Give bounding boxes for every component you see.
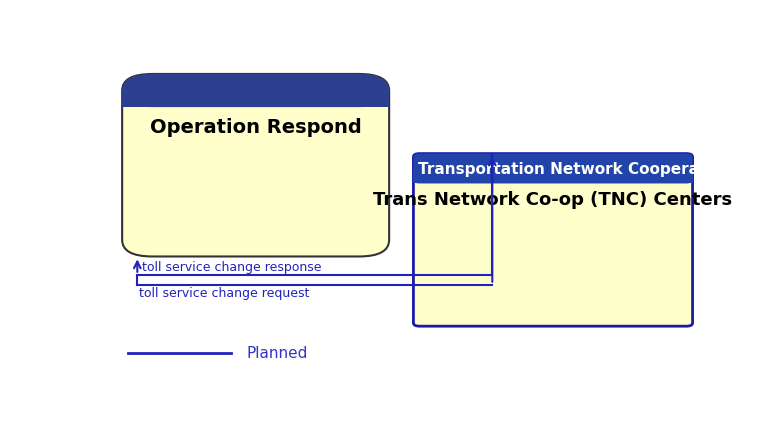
Bar <box>413 168 693 184</box>
Text: Trans Network Co-op (TNC) Centers: Trans Network Co-op (TNC) Centers <box>373 190 733 209</box>
FancyBboxPatch shape <box>122 75 389 257</box>
FancyBboxPatch shape <box>122 75 389 108</box>
Text: Planned: Planned <box>247 345 308 360</box>
FancyBboxPatch shape <box>413 154 693 326</box>
Text: Operation Respond: Operation Respond <box>150 118 362 137</box>
Text: toll service change response: toll service change response <box>143 260 322 273</box>
FancyBboxPatch shape <box>413 154 693 184</box>
Bar <box>122 90 389 108</box>
Text: toll service change request: toll service change request <box>139 286 309 299</box>
Text: Transportation Network Cooperative (...: Transportation Network Cooperative (... <box>418 162 761 177</box>
